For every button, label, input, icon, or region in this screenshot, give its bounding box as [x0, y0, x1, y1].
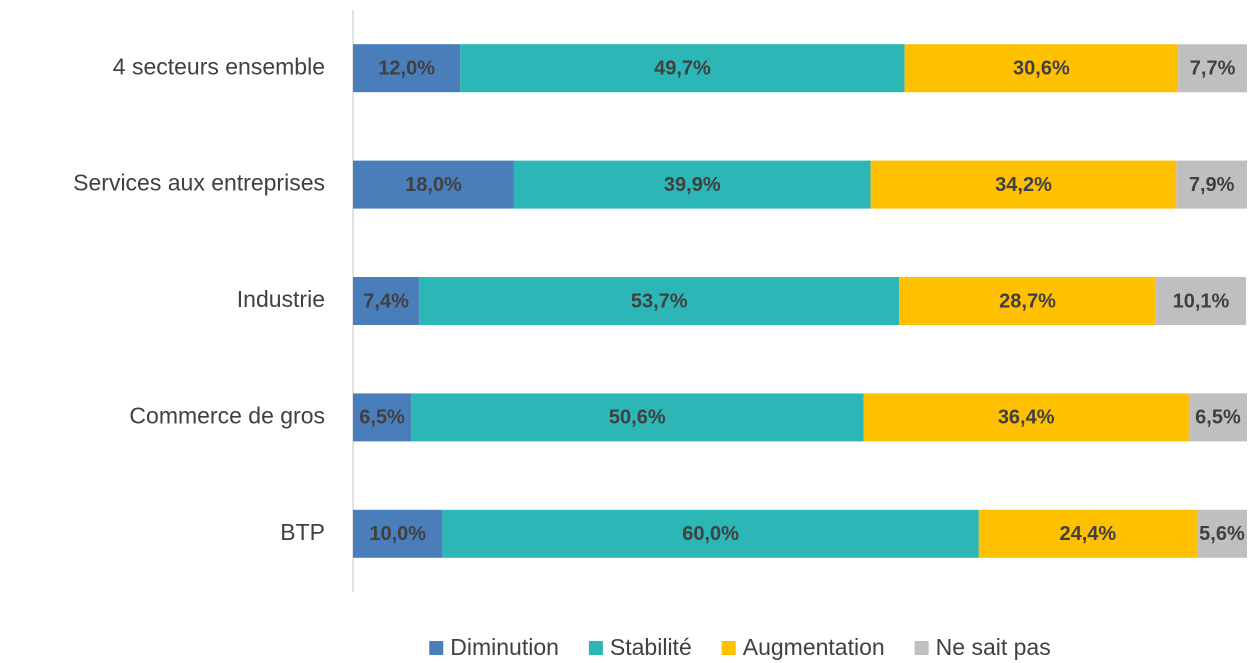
bar-segment — [863, 393, 1189, 442]
y-tick-label: BTP — [280, 519, 325, 545]
bar-segment — [899, 277, 1156, 325]
bar-segment — [353, 393, 412, 442]
y-tick-label: 4 secteurs ensemble — [113, 53, 325, 79]
bar-segment — [1196, 509, 1247, 558]
data-label: 50,6% — [609, 407, 666, 429]
bar-segment — [904, 44, 1179, 93]
data-label: 60,0% — [682, 523, 739, 545]
bar-segment — [460, 44, 905, 93]
data-label: 7,7% — [1190, 57, 1236, 79]
bar-segment — [353, 160, 514, 209]
data-label: 6,5% — [359, 407, 405, 429]
data-label: 18,0% — [405, 174, 462, 196]
legend-label: Augmentation — [743, 634, 885, 660]
data-label: 12,0% — [378, 57, 435, 79]
data-label: 36,4% — [998, 407, 1055, 429]
bar-segment — [419, 277, 900, 325]
bar-segment — [870, 160, 1177, 209]
data-label: 39,9% — [664, 174, 721, 196]
data-label: 30,6% — [1013, 57, 1070, 79]
bar-segment — [353, 509, 443, 558]
bar-segment — [1178, 44, 1247, 93]
data-label: 49,7% — [654, 57, 711, 79]
data-label: 34,2% — [995, 174, 1052, 196]
bar-segment — [442, 509, 979, 558]
y-tick-label: Industrie — [237, 286, 325, 312]
data-label: 6,5% — [1195, 407, 1241, 429]
bar-segment — [978, 509, 1197, 558]
bar-segment — [513, 160, 871, 209]
data-label: 53,7% — [631, 290, 688, 312]
legend-swatch — [588, 641, 603, 655]
data-label: 10,0% — [369, 523, 426, 545]
legend-label: Ne sait pas — [936, 634, 1051, 660]
data-label: 24,4% — [1060, 523, 1117, 545]
legend-label: Diminution — [450, 634, 559, 660]
data-label: 5,6% — [1199, 523, 1245, 545]
legend-swatch — [721, 641, 736, 655]
data-label: 28,7% — [999, 290, 1056, 312]
y-tick-label: Commerce de gros — [129, 402, 325, 428]
bar-segment — [353, 44, 461, 93]
bar-segment — [1155, 277, 1247, 325]
data-label: 7,4% — [363, 290, 409, 312]
bar-segment — [1188, 393, 1247, 442]
bar-segment — [411, 393, 864, 442]
data-label: 10,1% — [1173, 290, 1230, 312]
bar-segment — [1176, 160, 1247, 209]
legend-label: Stabilité — [610, 634, 692, 660]
legend-swatch — [914, 641, 929, 655]
data-label: 7,9% — [1189, 174, 1235, 196]
y-tick-label: Services aux entreprises — [73, 170, 325, 196]
legend-swatch — [429, 641, 444, 655]
bar-segment — [353, 277, 420, 325]
